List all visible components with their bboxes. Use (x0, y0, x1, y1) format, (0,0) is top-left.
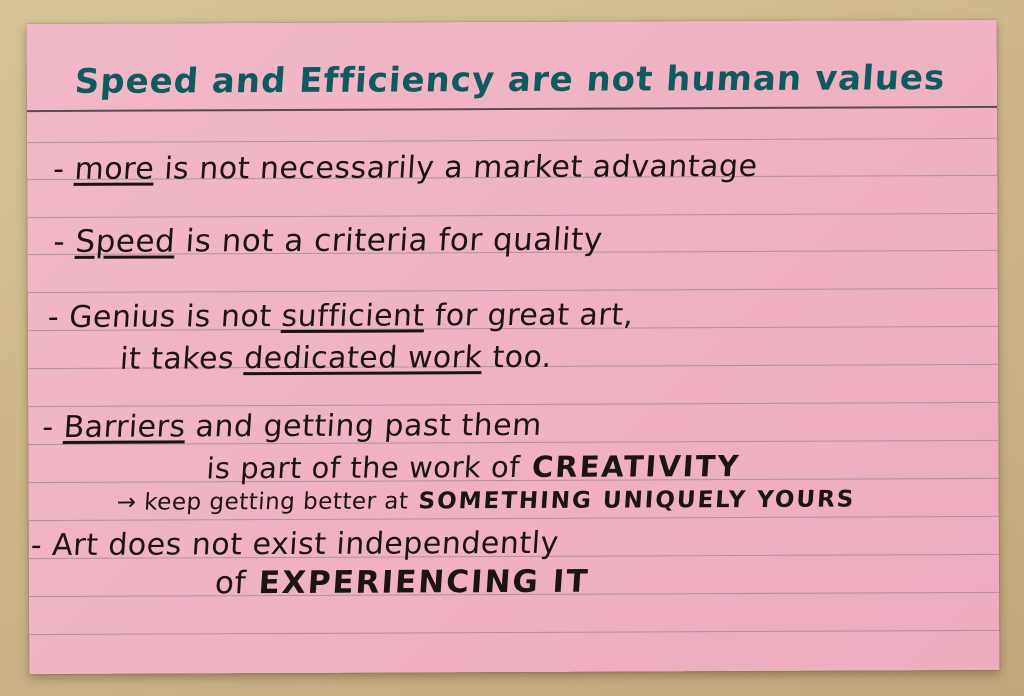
note-text: Art does not exist independently (51, 525, 560, 564)
note-line-3-continued: it takes dedicated work too. (119, 340, 553, 377)
note-line-5-continued: of EXPERIENCING IT (214, 564, 591, 602)
note-line-2: - Speed is not a criteria for quality (52, 222, 603, 260)
note-text: it takes (118, 341, 246, 377)
card-rule (27, 212, 998, 219)
note-text: is not necessarily a market advantage (153, 148, 759, 187)
note-line-4: - Barriers and getting past them (41, 408, 543, 445)
note-text: and getting past them (184, 407, 544, 445)
note-text: is not a criteria for quality (174, 221, 604, 260)
emphasis-word: Barriers (62, 409, 187, 445)
bullet-dash: - (52, 151, 66, 188)
note-line-5: - Art does not exist independently (30, 526, 560, 563)
emphasis-word: sufficient (280, 298, 426, 335)
note-text: keep getting better at (143, 488, 410, 516)
card-rule (29, 629, 1000, 636)
note-line-3: - Genius is not sufficient for great art… (47, 297, 635, 335)
bullet-dash: - (46, 299, 61, 336)
note-line-1: - more is not necessarily a market advan… (52, 149, 759, 187)
emphasis-word: more (73, 151, 156, 187)
card-rule (28, 515, 999, 522)
caps-text: CREATIVITY (518, 449, 742, 484)
emphasis-word: Speed (74, 223, 177, 260)
emphasis-word: dedicated work (243, 340, 484, 377)
caps-text: SOMETHING UNIQUELY YOURS (407, 486, 857, 515)
caps-text: EXPERIENCING IT (244, 563, 591, 602)
note-text: of (213, 565, 248, 602)
card-rule (27, 137, 998, 144)
bullet-dash: - (41, 409, 55, 446)
card-rule (28, 401, 999, 408)
note-text: Genius is not (68, 299, 283, 335)
index-card: Speed and Efficiency are not human value… (26, 19, 1000, 675)
card-rule (27, 287, 998, 294)
arrow-icon: → (115, 489, 138, 516)
card-title-rule (26, 105, 997, 113)
bullet-dash: - (52, 223, 67, 261)
note-text: is part of the work of (205, 449, 522, 486)
note-subpoint: → keep getting better at SOMETHING UNIQU… (116, 487, 856, 516)
note-text: for great art, (423, 297, 635, 334)
note-line-4-continued: is part of the work of CREATIVITY (205, 449, 741, 485)
note-text: too. (481, 339, 554, 376)
card-title: Speed and Efficiency are not human value… (73, 58, 947, 102)
bullet-dash: - (29, 528, 44, 564)
